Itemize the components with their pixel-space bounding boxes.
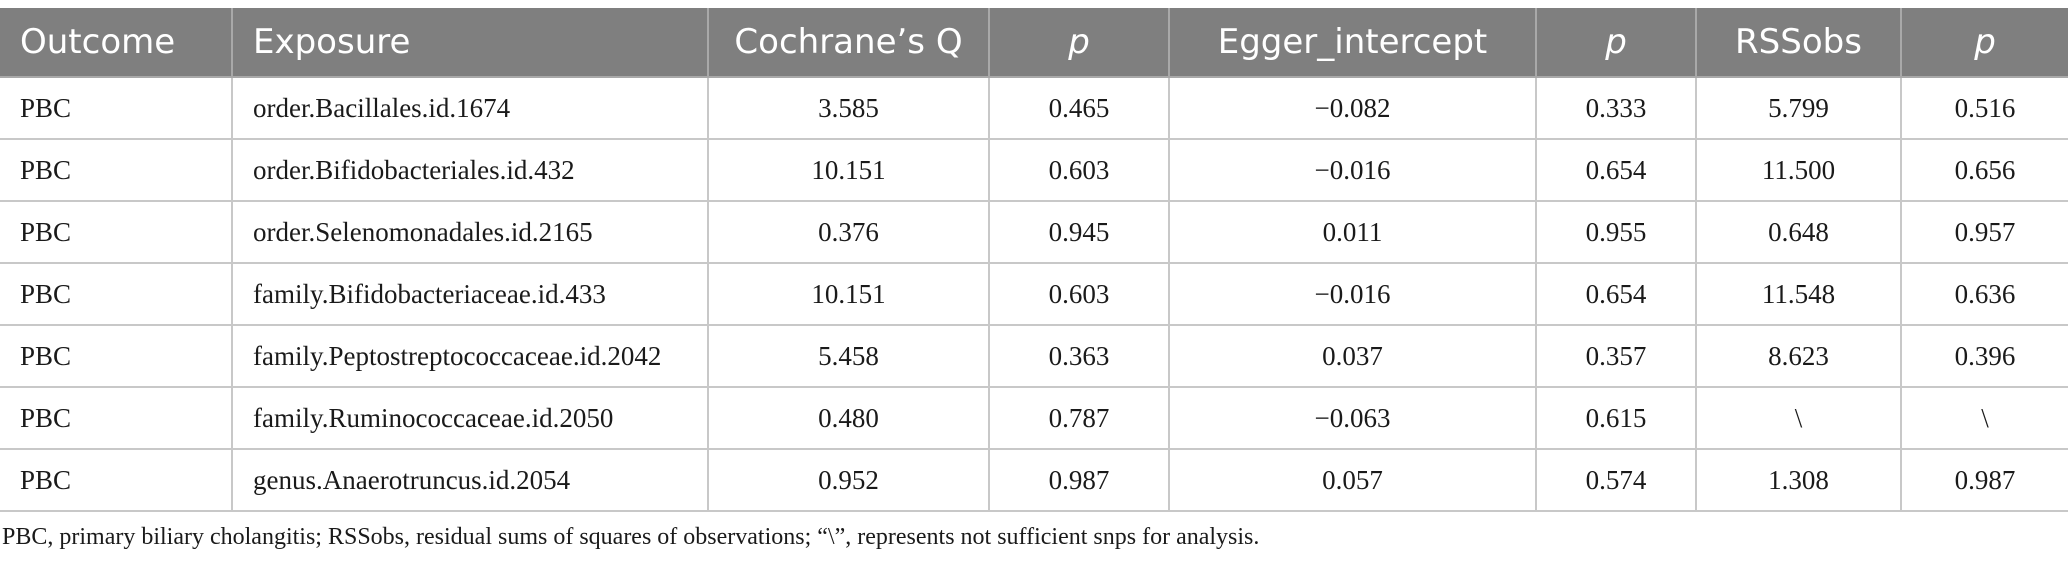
cell-rssobs: 0.648 (1695, 200, 1902, 264)
header-rssobs: RSSobs (1695, 8, 1902, 78)
cell-egger-intercept: 0.037 (1168, 324, 1537, 388)
cell-p-cochrane: 0.363 (988, 324, 1170, 388)
cell-p-rssobs: 0.987 (1900, 448, 2068, 512)
cell-rssobs: 5.799 (1695, 76, 1902, 140)
header-row: Outcome Exposure Cochrane’s Q p Egger_in… (0, 8, 2068, 78)
cell-p-egger: 0.654 (1535, 262, 1697, 326)
cell-outcome: PBC (0, 138, 233, 202)
results-table: Outcome Exposure Cochrane’s Q p Egger_in… (0, 8, 2068, 512)
cell-p-rssobs: 0.516 (1900, 76, 2068, 140)
cell-cochranes-q: 0.376 (707, 200, 990, 264)
cell-p-cochrane: 0.603 (988, 262, 1170, 326)
cell-p-egger: 0.654 (1535, 138, 1697, 202)
cell-exposure: family.Bifidobacteriaceae.id.433 (231, 262, 709, 326)
cell-p-egger: 0.615 (1535, 386, 1697, 450)
cell-exposure: order.Bifidobacteriales.id.432 (231, 138, 709, 202)
cell-egger-intercept: −0.082 (1168, 76, 1537, 140)
table-body: PBC order.Bacillales.id.1674 3.585 0.465… (0, 76, 2068, 512)
header-cochranes-q: Cochrane’s Q (707, 8, 990, 78)
header-exposure: Exposure (231, 8, 709, 78)
cell-exposure: order.Bacillales.id.1674 (231, 76, 709, 140)
header-p-rssobs: p (1900, 8, 2068, 78)
header-p-egger: p (1535, 8, 1697, 78)
cell-outcome: PBC (0, 386, 233, 450)
cell-outcome: PBC (0, 324, 233, 388)
cell-egger-intercept: −0.063 (1168, 386, 1537, 450)
cell-cochranes-q: 10.151 (707, 262, 990, 326)
table-row: PBC family.Bifidobacteriaceae.id.433 10.… (0, 262, 2068, 326)
cell-rssobs: \ (1695, 386, 1902, 450)
cell-rssobs: 8.623 (1695, 324, 1902, 388)
cell-outcome: PBC (0, 448, 233, 512)
cell-egger-intercept: −0.016 (1168, 262, 1537, 326)
cell-p-egger: 0.333 (1535, 76, 1697, 140)
cell-egger-intercept: 0.011 (1168, 200, 1537, 264)
cell-p-rssobs: 0.656 (1900, 138, 2068, 202)
cell-egger-intercept: −0.016 (1168, 138, 1537, 202)
cell-p-egger: 0.357 (1535, 324, 1697, 388)
table-row: PBC order.Bacillales.id.1674 3.585 0.465… (0, 76, 2068, 140)
cell-rssobs: 1.308 (1695, 448, 1902, 512)
cell-p-cochrane: 0.603 (988, 138, 1170, 202)
table-row: PBC order.Selenomonadales.id.2165 0.376 … (0, 200, 2068, 264)
table-row: PBC family.Peptostreptococcaceae.id.2042… (0, 324, 2068, 388)
cell-rssobs: 11.500 (1695, 138, 1902, 202)
cell-exposure: order.Selenomonadales.id.2165 (231, 200, 709, 264)
cell-exposure: genus.Anaerotruncus.id.2054 (231, 448, 709, 512)
cell-p-cochrane: 0.787 (988, 386, 1170, 450)
table-row: PBC genus.Anaerotruncus.id.2054 0.952 0.… (0, 448, 2068, 512)
cell-exposure: family.Ruminococcaceae.id.2050 (231, 386, 709, 450)
table-header: Outcome Exposure Cochrane’s Q p Egger_in… (0, 8, 2068, 78)
cell-cochranes-q: 3.585 (707, 76, 990, 140)
cell-cochranes-q: 10.151 (707, 138, 990, 202)
cell-p-cochrane: 0.945 (988, 200, 1170, 264)
cell-outcome: PBC (0, 262, 233, 326)
table-row: PBC order.Bifidobacteriales.id.432 10.15… (0, 138, 2068, 202)
cell-p-egger: 0.574 (1535, 448, 1697, 512)
results-table-container: Outcome Exposure Cochrane’s Q p Egger_in… (0, 8, 2068, 512)
cell-p-rssobs: 0.636 (1900, 262, 2068, 326)
cell-exposure: family.Peptostreptococcaceae.id.2042 (231, 324, 709, 388)
cell-cochranes-q: 5.458 (707, 324, 990, 388)
cell-cochranes-q: 0.952 (707, 448, 990, 512)
cell-p-egger: 0.955 (1535, 200, 1697, 264)
cell-p-cochrane: 0.465 (988, 76, 1170, 140)
header-outcome: Outcome (0, 8, 233, 78)
cell-p-rssobs: 0.957 (1900, 200, 2068, 264)
table-footnote: PBC, primary biliary cholangitis; RSSobs… (2, 524, 1260, 550)
cell-outcome: PBC (0, 76, 233, 140)
cell-outcome: PBC (0, 200, 233, 264)
cell-egger-intercept: 0.057 (1168, 448, 1537, 512)
header-egger-intercept: Egger_intercept (1168, 8, 1537, 78)
header-p-cochrane: p (988, 8, 1170, 78)
cell-p-rssobs: \ (1900, 386, 2068, 450)
table-row: PBC family.Ruminococcaceae.id.2050 0.480… (0, 386, 2068, 450)
cell-rssobs: 11.548 (1695, 262, 1902, 326)
cell-cochranes-q: 0.480 (707, 386, 990, 450)
cell-p-cochrane: 0.987 (988, 448, 1170, 512)
cell-p-rssobs: 0.396 (1900, 324, 2068, 388)
